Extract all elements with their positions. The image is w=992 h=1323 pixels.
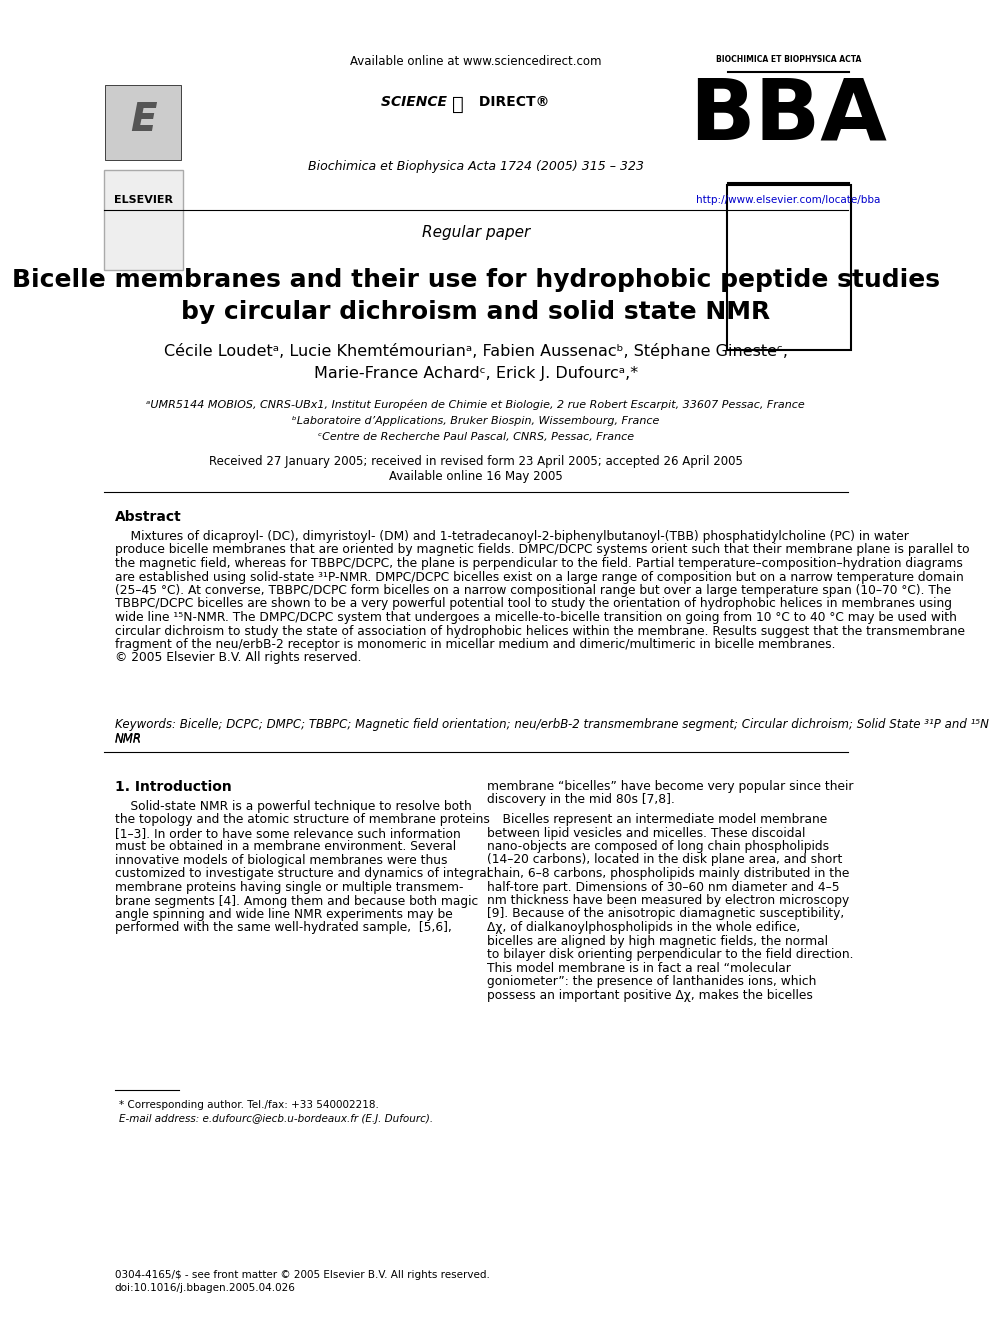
Text: half-tore part. Dimensions of 30–60 nm diameter and 4–5: half-tore part. Dimensions of 30–60 nm d… bbox=[487, 881, 839, 893]
Text: Solid-state NMR is a powerful technique to resolve both: Solid-state NMR is a powerful technique … bbox=[115, 800, 471, 814]
Text: (14–20 carbons), located in the disk plane area, and short: (14–20 carbons), located in the disk pla… bbox=[487, 853, 842, 867]
Text: ⓐ: ⓐ bbox=[452, 95, 463, 114]
Text: bicelles are aligned by high magnetic fields, the normal: bicelles are aligned by high magnetic fi… bbox=[487, 934, 828, 947]
Text: E-mail address: e.dufourc@iecb.u-bordeaux.fr (E.J. Dufourc).: E-mail address: e.dufourc@iecb.u-bordeau… bbox=[119, 1114, 433, 1125]
Text: Available online at www.sciencedirect.com: Available online at www.sciencedirect.co… bbox=[350, 56, 601, 67]
Text: DIRECT®: DIRECT® bbox=[474, 95, 550, 108]
Text: circular dichroism to study the state of association of hydrophobic helices with: circular dichroism to study the state of… bbox=[115, 624, 965, 638]
Text: must be obtained in a membrane environment. Several: must be obtained in a membrane environme… bbox=[115, 840, 456, 853]
FancyBboxPatch shape bbox=[103, 169, 184, 270]
Text: customized to investigate structure and dynamics of integral: customized to investigate structure and … bbox=[115, 868, 490, 881]
Text: ᵇLaboratoire d’Applications, Bruker Biospin, Wissembourg, France: ᵇLaboratoire d’Applications, Bruker Bios… bbox=[293, 415, 660, 426]
Text: discovery in the mid 80s [7,8].: discovery in the mid 80s [7,8]. bbox=[487, 794, 675, 807]
Text: Biochimica et Biophysica Acta 1724 (2005) 315 – 323: Biochimica et Biophysica Acta 1724 (2005… bbox=[308, 160, 644, 173]
Text: innovative models of biological membranes were thus: innovative models of biological membrane… bbox=[115, 855, 447, 867]
Text: the topology and the atomic structure of membrane proteins: the topology and the atomic structure of… bbox=[115, 814, 490, 827]
Text: This model membrane is in fact a real “molecular: This model membrane is in fact a real “m… bbox=[487, 962, 791, 975]
Text: Abstract: Abstract bbox=[115, 509, 182, 524]
Text: SCIENCE: SCIENCE bbox=[381, 95, 452, 108]
Text: angle spinning and wide line NMR experiments may be: angle spinning and wide line NMR experim… bbox=[115, 908, 452, 921]
Text: Received 27 January 2005; received in revised form 23 April 2005; accepted 26 Ap: Received 27 January 2005; received in re… bbox=[209, 455, 743, 468]
Text: BIOCHIMICA ET BIOPHYSICA ACTA: BIOCHIMICA ET BIOPHYSICA ACTA bbox=[715, 56, 861, 64]
Text: ᶜCentre de Recherche Paul Pascal, CNRS, Pessac, France: ᶜCentre de Recherche Paul Pascal, CNRS, … bbox=[317, 433, 634, 442]
Text: membrane proteins having single or multiple transmem-: membrane proteins having single or multi… bbox=[115, 881, 463, 894]
Text: performed with the same well-hydrated sample,  [5,6],: performed with the same well-hydrated sa… bbox=[115, 922, 451, 934]
Text: Marie-France Achardᶜ, Erick J. Dufourcᵃ,*: Marie-France Achardᶜ, Erick J. Dufourcᵃ,… bbox=[313, 366, 638, 381]
Text: ELSEVIER: ELSEVIER bbox=[114, 194, 173, 205]
Text: Mixtures of dicaproyl- (DC), dimyristoyl- (DM) and 1-tetradecanoyl-2-biphenylbut: Mixtures of dicaproyl- (DC), dimyristoyl… bbox=[115, 531, 909, 542]
Text: TBBPC/DCPC bicelles are shown to be a very powerful potential tool to study the : TBBPC/DCPC bicelles are shown to be a ve… bbox=[115, 598, 951, 610]
FancyBboxPatch shape bbox=[727, 185, 850, 351]
Text: Δχ, of dialkanoylphospholipids in the whole edifice,: Δχ, of dialkanoylphospholipids in the wh… bbox=[487, 921, 801, 934]
Text: fragment of the neu/erbB-2 receptor is monomeric in micellar medium and dimeric/: fragment of the neu/erbB-2 receptor is m… bbox=[115, 638, 835, 651]
Text: possess an important positive Δχ, makes the bicelles: possess an important positive Δχ, makes … bbox=[487, 988, 812, 1002]
Text: goniometer”: the presence of lanthanides ions, which: goniometer”: the presence of lanthanides… bbox=[487, 975, 816, 988]
Text: Bicelles represent an intermediate model membrane: Bicelles represent an intermediate model… bbox=[487, 814, 827, 826]
Text: nm thickness have been measured by electron microscopy: nm thickness have been measured by elect… bbox=[487, 894, 849, 908]
Text: wide line ¹⁵N-NMR. The DMPC/DCPC system that undergoes a micelle-to-bicelle tran: wide line ¹⁵N-NMR. The DMPC/DCPC system … bbox=[115, 611, 956, 624]
Text: Available online 16 May 2005: Available online 16 May 2005 bbox=[389, 470, 562, 483]
Text: [1–3]. In order to have some relevance such information: [1–3]. In order to have some relevance s… bbox=[115, 827, 460, 840]
FancyBboxPatch shape bbox=[105, 85, 182, 160]
Text: chain, 6–8 carbons, phospholipids mainly distributed in the: chain, 6–8 carbons, phospholipids mainly… bbox=[487, 867, 849, 880]
Text: [9]. Because of the anisotropic diamagnetic susceptibility,: [9]. Because of the anisotropic diamagne… bbox=[487, 908, 844, 921]
Text: by circular dichroism and solid state NMR: by circular dichroism and solid state NM… bbox=[182, 300, 771, 324]
Text: 1. Introduction: 1. Introduction bbox=[115, 781, 231, 794]
Text: to bilayer disk orienting perpendicular to the field direction.: to bilayer disk orienting perpendicular … bbox=[487, 949, 853, 960]
Text: Cécile Loudetᵃ, Lucie Khemtémourianᵃ, Fabien Aussenacᵇ, Stéphane Ginesteᶜ,: Cécile Loudetᵃ, Lucie Khemtémourianᵃ, Fa… bbox=[164, 343, 788, 359]
Text: ᵃUMR5144 MOBIOS, CNRS-UBx1, Institut Européen de Chimie et Biologie, 2 rue Rober: ᵃUMR5144 MOBIOS, CNRS-UBx1, Institut Eur… bbox=[147, 400, 806, 410]
Text: Regular paper: Regular paper bbox=[422, 225, 530, 239]
Text: (25–45 °C). At converse, TBBPC/DCPC form bicelles on a narrow compositional rang: (25–45 °C). At converse, TBBPC/DCPC form… bbox=[115, 583, 951, 597]
Text: nano-objects are composed of long chain phospholipids: nano-objects are composed of long chain … bbox=[487, 840, 829, 853]
Text: BBA: BBA bbox=[689, 75, 887, 157]
Text: http://www.elsevier.com/locate/bba: http://www.elsevier.com/locate/bba bbox=[696, 194, 880, 205]
Text: between lipid vesicles and micelles. These discoidal: between lipid vesicles and micelles. The… bbox=[487, 827, 806, 840]
Text: are established using solid-state ³¹P-NMR. DMPC/DCPC bicelles exist on a large r: are established using solid-state ³¹P-NM… bbox=[115, 570, 963, 583]
Text: © 2005 Elsevier B.V. All rights reserved.: © 2005 Elsevier B.V. All rights reserved… bbox=[115, 651, 361, 664]
Text: 0304-4165/$ - see front matter © 2005 Elsevier B.V. All rights reserved.: 0304-4165/$ - see front matter © 2005 El… bbox=[115, 1270, 490, 1279]
Text: doi:10.1016/j.bbagen.2005.04.026: doi:10.1016/j.bbagen.2005.04.026 bbox=[115, 1283, 296, 1293]
Text: Keywords: Bicelle; DCPC; DMPC; TBBPC; Magnetic field orientation; neu/erbB-2 tra: Keywords: Bicelle; DCPC; DMPC; TBBPC; Ma… bbox=[115, 718, 989, 746]
Text: E: E bbox=[130, 101, 157, 139]
Text: NMR: NMR bbox=[115, 732, 142, 745]
Text: brane segments [4]. Among them and because both magic: brane segments [4]. Among them and becau… bbox=[115, 894, 478, 908]
Text: * Corresponding author. Tel./fax: +33 540002218.: * Corresponding author. Tel./fax: +33 54… bbox=[119, 1099, 379, 1110]
Text: membrane “bicelles” have become very popular since their: membrane “bicelles” have become very pop… bbox=[487, 781, 853, 792]
Text: the magnetic field, whereas for TBBPC/DCPC, the plane is perpendicular to the fi: the magnetic field, whereas for TBBPC/DC… bbox=[115, 557, 962, 570]
Text: produce bicelle membranes that are oriented by magnetic fields. DMPC/DCPC system: produce bicelle membranes that are orien… bbox=[115, 544, 969, 557]
Text: Bicelle membranes and their use for hydrophobic peptide studies: Bicelle membranes and their use for hydr… bbox=[12, 269, 939, 292]
